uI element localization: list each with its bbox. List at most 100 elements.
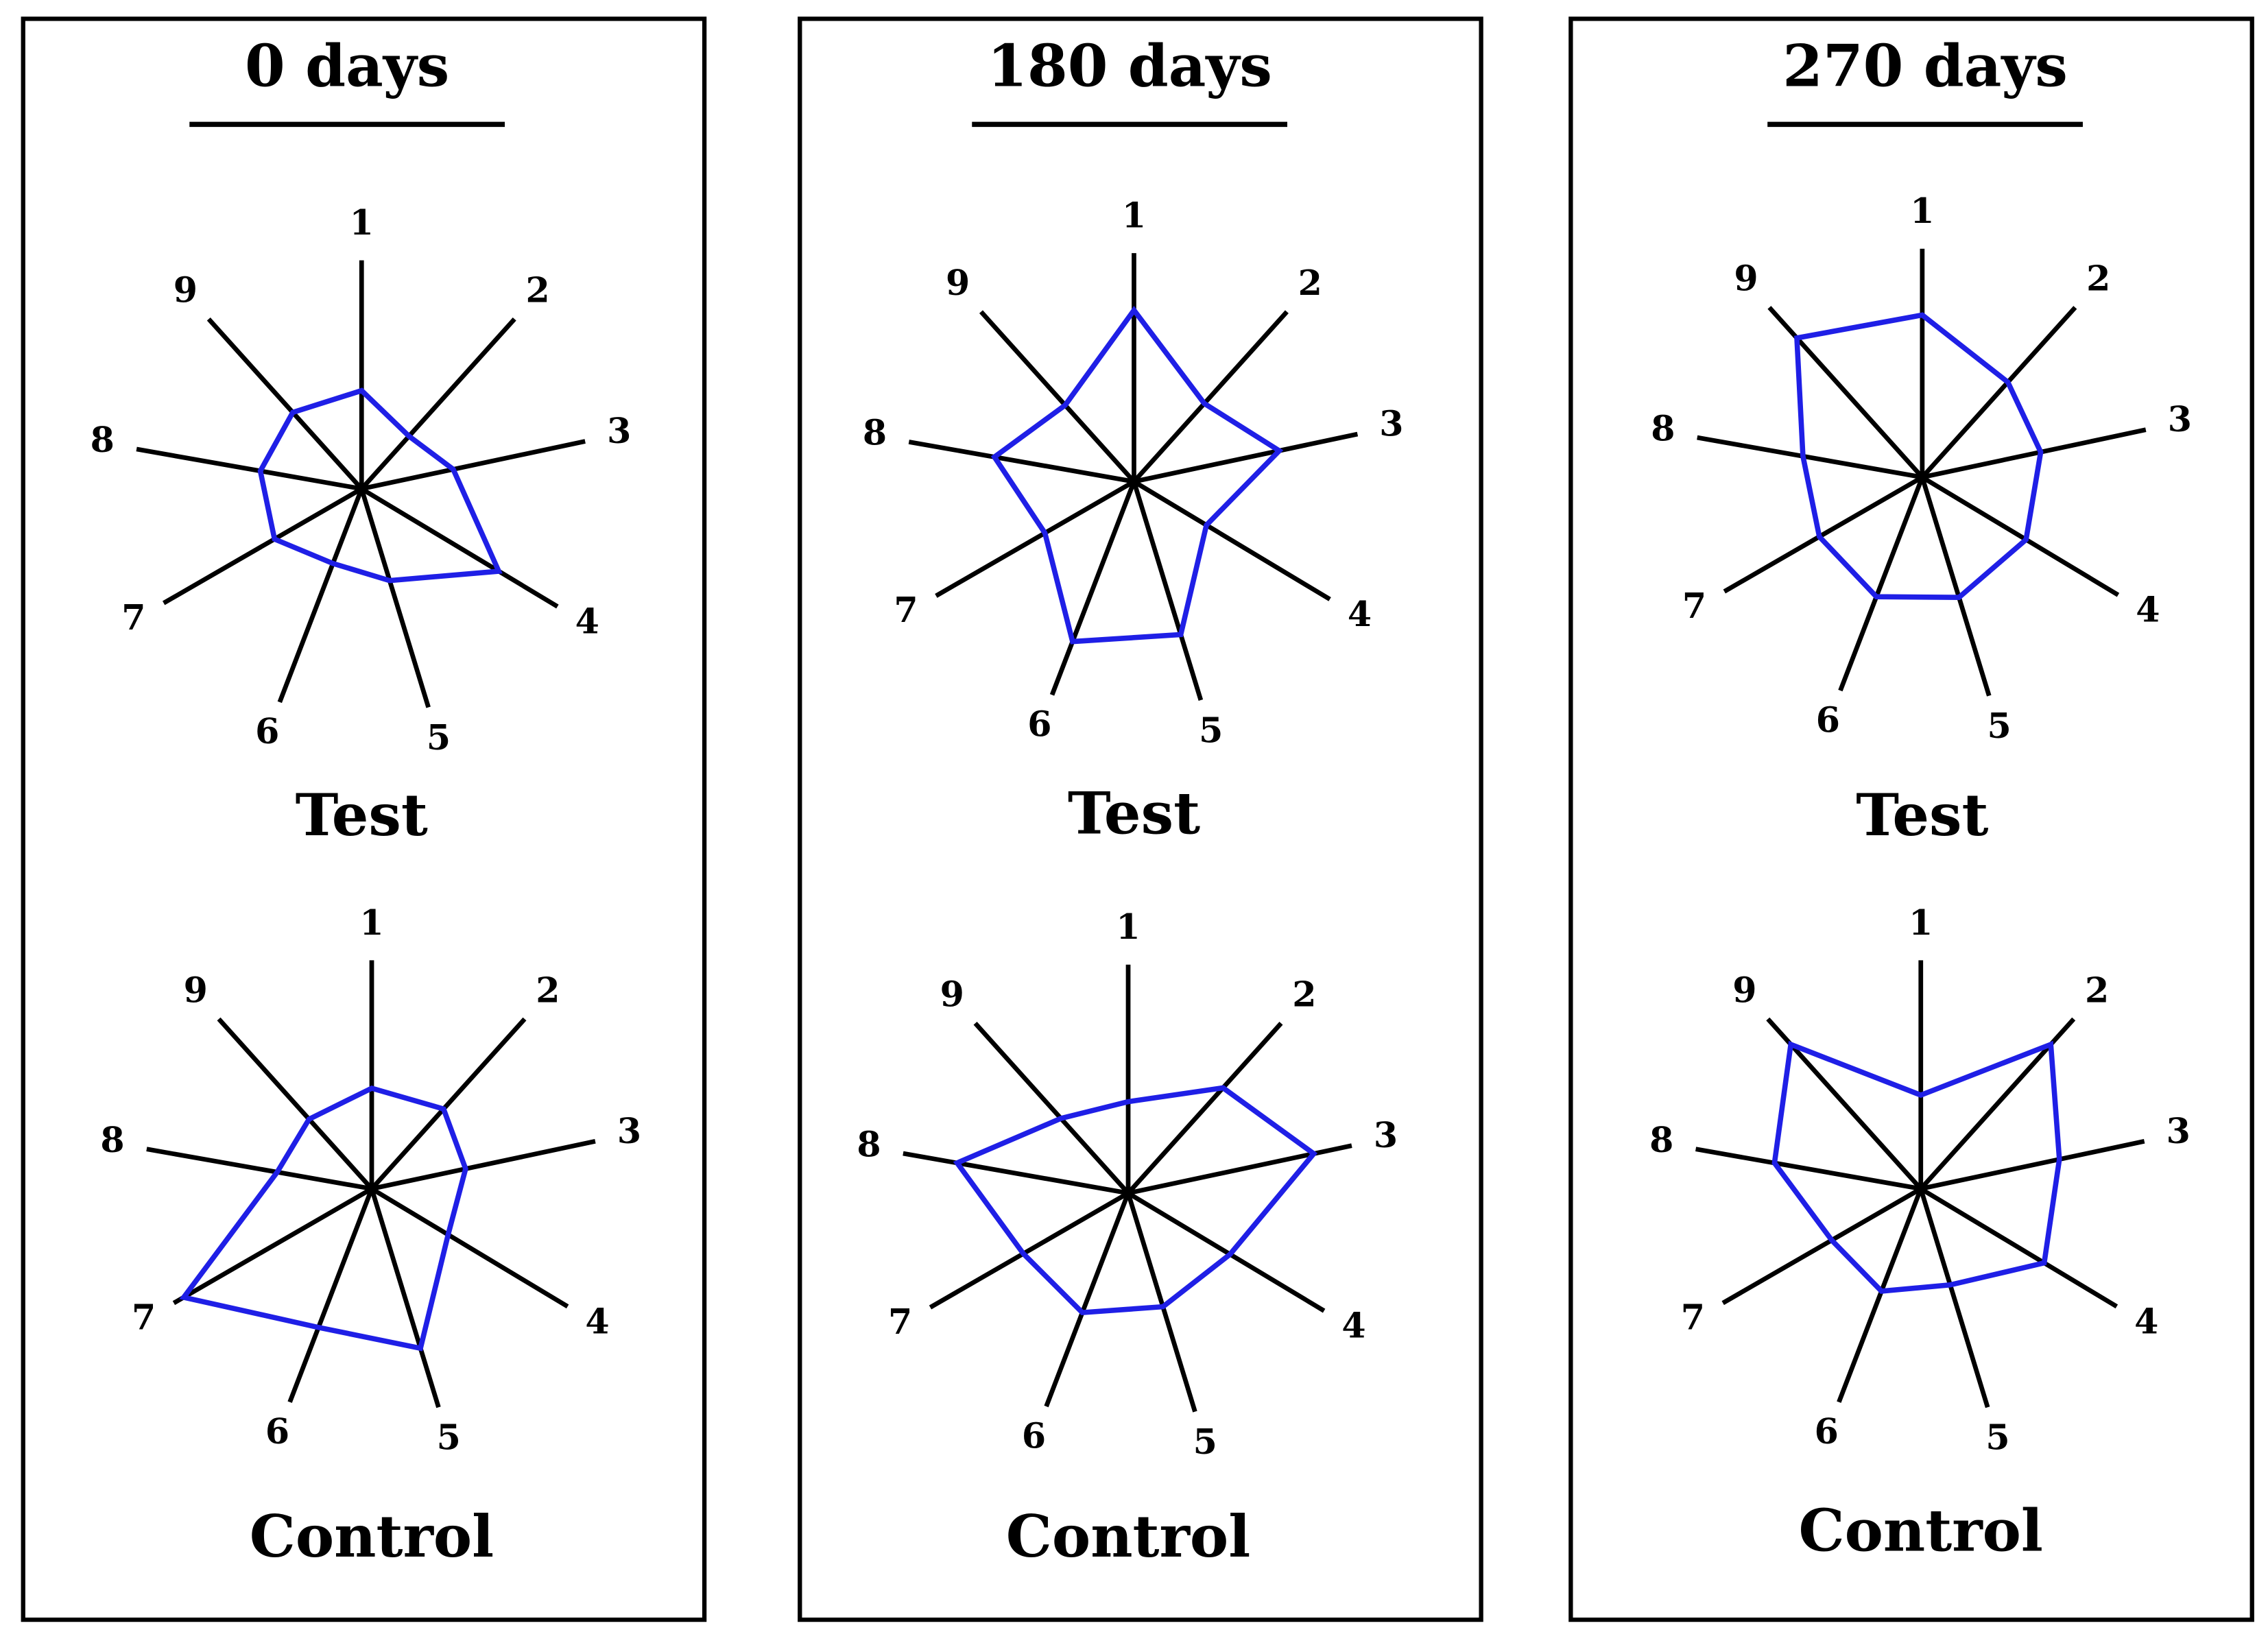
axis-label-7: 7 [132, 1297, 156, 1338]
data-point-3 [2057, 1157, 2062, 1162]
data-point-6 [316, 1325, 321, 1330]
data-point-4 [2024, 537, 2029, 542]
data-point-8 [955, 1160, 959, 1166]
spoke-2 [370, 1017, 527, 1190]
axis-label-2: 2 [2085, 969, 2109, 1010]
axis-label-3: 3 [1379, 403, 1403, 444]
spoke-4 [1127, 1191, 1326, 1313]
data-point-7 [1020, 1251, 1026, 1256]
axis-label-4: 4 [2136, 589, 2160, 630]
data-point-2 [1202, 401, 1207, 406]
data-point-9 [1789, 1042, 1793, 1047]
axis-label-8: 8 [91, 419, 115, 460]
axis-label-7: 7 [894, 589, 918, 630]
data-point-2 [441, 1107, 446, 1112]
axis-label-7: 7 [121, 597, 145, 638]
spoke-5 [1125, 1192, 1197, 1413]
data-point-6 [1079, 1310, 1085, 1315]
data-point-5 [418, 1346, 423, 1351]
panel-title: 0 days [245, 32, 449, 99]
axis-label-4: 4 [1348, 593, 1372, 634]
spoke-5 [369, 1188, 441, 1408]
axis-label-1: 1 [1909, 902, 1933, 943]
spoke-2 [1132, 310, 1289, 483]
axis-label-3: 3 [1374, 1114, 1398, 1155]
data-point-1 [1132, 308, 1136, 313]
data-point-5 [1160, 1304, 1165, 1309]
data-point-8 [1800, 454, 1806, 459]
data-point-2 [2005, 380, 2010, 385]
spoke-8 [908, 440, 1135, 484]
panel-frame [798, 16, 1483, 1622]
data-point-6 [1879, 1288, 1884, 1294]
axis-label-6: 6 [1022, 1415, 1046, 1456]
axis-label-4: 4 [1341, 1305, 1365, 1346]
data-point-8 [258, 468, 263, 473]
series-polygon [1771, 1040, 2062, 1294]
data-point-4 [446, 1232, 451, 1237]
data-point-8 [992, 455, 997, 459]
axis-label-9: 9 [184, 969, 208, 1010]
data-point-1 [1918, 1092, 1923, 1098]
axis-label-1: 1 [1122, 194, 1146, 235]
axis-label-7: 7 [1682, 585, 1706, 626]
axis-label-6: 6 [1027, 704, 1051, 745]
spoke-6 [1044, 1192, 1131, 1408]
spoke-8 [136, 446, 362, 492]
data-point-1 [1920, 313, 1925, 317]
data-point-2 [1221, 1086, 1226, 1090]
data-point-9 [1062, 403, 1068, 408]
axis-label-5: 5 [427, 717, 451, 758]
spoke-4 [1920, 1186, 2118, 1309]
axis-label-9: 9 [1732, 969, 1756, 1010]
spoke-2 [1920, 306, 2077, 479]
spoke-7 [162, 486, 363, 605]
data-point-7 [181, 1295, 187, 1300]
spoke-6 [1049, 481, 1136, 696]
axis-label-3: 3 [2166, 1110, 2191, 1151]
axis-label-1: 1 [350, 202, 374, 243]
spoke-9 [217, 1017, 374, 1190]
data-point-3 [463, 1166, 468, 1171]
data-point-4 [1204, 523, 1209, 527]
spoke-7 [1723, 475, 1924, 594]
axis-label-8: 8 [863, 412, 887, 453]
chart-title: Test [296, 781, 428, 849]
spoke-4 [360, 486, 559, 609]
axis-label-7: 7 [1681, 1297, 1705, 1338]
spoke-9 [979, 310, 1136, 483]
series-polygon [179, 1085, 468, 1352]
spoke-4 [1921, 475, 2120, 597]
spoke-4 [1132, 479, 1331, 601]
panel-title: 270 days [1782, 32, 2068, 99]
axis-label-2: 2 [536, 969, 560, 1010]
axis-label-4: 4 [585, 1300, 609, 1341]
panel-title: 180 days [987, 32, 1272, 99]
data-point-2 [407, 433, 411, 439]
data-point-6 [331, 561, 335, 566]
axis-label-8: 8 [100, 1119, 124, 1160]
spoke-5 [1920, 476, 1992, 697]
spoke-8 [1697, 435, 1923, 480]
data-point-7 [1817, 534, 1822, 539]
data-point-7 [1829, 1238, 1835, 1243]
chart-title: Control [250, 1502, 494, 1570]
axis-label-6: 6 [1816, 699, 1840, 740]
axis-label-5: 5 [1985, 1417, 2009, 1458]
series-polygon [953, 1085, 1318, 1316]
axis-label-1: 1 [359, 902, 383, 943]
data-point-1 [359, 388, 364, 393]
panel-frame [21, 16, 707, 1622]
spoke-7 [172, 1186, 373, 1306]
axis-label-8: 8 [857, 1123, 881, 1164]
data-point-3 [451, 467, 456, 472]
chart-title: Control [1006, 1502, 1250, 1570]
axis-label-5: 5 [437, 1417, 461, 1458]
spoke-7 [1721, 1186, 1922, 1306]
spoke-8 [903, 1151, 1129, 1196]
data-point-2 [2049, 1042, 2053, 1047]
axis-label-1: 1 [1116, 906, 1140, 947]
axis-label-5: 5 [1193, 1421, 1217, 1462]
spoke-8 [146, 1147, 372, 1191]
